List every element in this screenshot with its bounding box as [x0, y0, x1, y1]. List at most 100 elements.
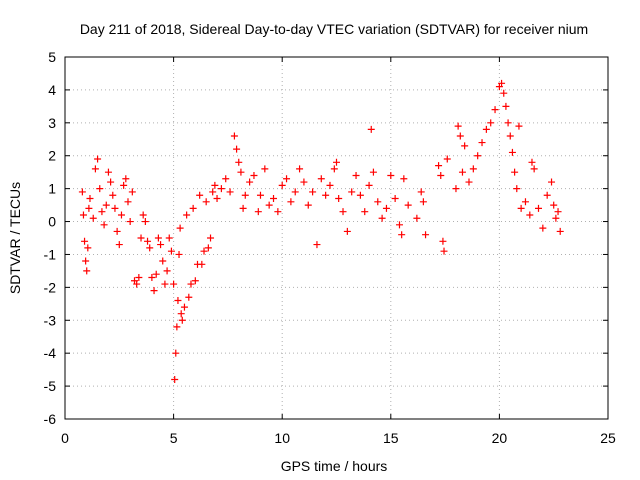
data-point — [96, 185, 104, 193]
y-tick-label: 1 — [48, 181, 56, 197]
data-point — [422, 231, 430, 239]
data-point — [235, 158, 243, 166]
y-tick-label: -3 — [44, 312, 57, 328]
data-point — [300, 178, 308, 186]
data-point — [511, 168, 519, 176]
data-point — [500, 89, 508, 97]
data-point — [187, 280, 195, 288]
data-point — [185, 293, 193, 301]
data-point — [391, 195, 399, 203]
data-point — [83, 267, 91, 275]
data-point — [91, 165, 99, 173]
data-point — [534, 204, 542, 212]
data-point — [198, 260, 206, 268]
data-point — [317, 175, 325, 183]
data-point — [102, 201, 110, 209]
data-point — [163, 267, 171, 275]
data-point — [78, 188, 86, 196]
x-tick-label: 20 — [492, 430, 508, 446]
data-point — [178, 316, 186, 324]
x-tick-label: 5 — [170, 430, 178, 446]
data-point — [458, 168, 466, 176]
data-point — [202, 198, 210, 206]
data-point — [157, 241, 165, 249]
data-point — [365, 181, 373, 189]
y-tick-label: -1 — [44, 246, 57, 262]
data-point — [222, 175, 230, 183]
data-point — [413, 214, 421, 222]
data-point — [274, 208, 282, 216]
data-point — [526, 211, 534, 219]
data-point — [382, 204, 390, 212]
data-point — [283, 175, 291, 183]
data-point — [435, 162, 443, 170]
data-point — [539, 224, 547, 232]
data-point — [491, 106, 499, 114]
data-point — [137, 234, 145, 242]
data-point — [167, 247, 175, 255]
data-point — [404, 201, 412, 209]
data-point — [85, 204, 93, 212]
y-ticks: -6 -5 -4 -3 -2 -1 0 1 2 3 4 5 — [44, 49, 608, 427]
data-point — [456, 132, 464, 140]
data-point — [343, 227, 351, 235]
data-point — [135, 273, 143, 281]
data-point — [82, 257, 90, 265]
data-point — [98, 208, 106, 216]
data-point — [270, 195, 278, 203]
data-point — [550, 201, 558, 209]
data-point — [304, 201, 312, 209]
data-point — [154, 234, 162, 242]
data-point — [200, 247, 208, 255]
data-point — [528, 158, 536, 166]
data-point — [361, 208, 369, 216]
y-tick-label: 0 — [48, 214, 56, 230]
data-point — [111, 204, 119, 212]
data-point — [144, 237, 152, 245]
data-point — [104, 168, 112, 176]
data-point — [261, 165, 269, 173]
data-point — [109, 191, 117, 199]
data-point — [230, 132, 238, 140]
data-point — [487, 119, 495, 127]
data-point — [152, 270, 160, 278]
data-point — [209, 188, 217, 196]
data-point — [213, 195, 221, 203]
data-point — [330, 165, 338, 173]
data-point — [81, 237, 89, 245]
data-point — [150, 287, 158, 295]
y-tick-label: -4 — [44, 345, 57, 361]
data-point — [313, 241, 321, 249]
data-point — [474, 152, 482, 160]
data-point — [183, 211, 191, 219]
data-point — [126, 218, 134, 226]
x-axis-label: GPS time / hours — [281, 458, 388, 474]
data-point — [100, 221, 108, 229]
data-point — [513, 185, 521, 193]
data-point — [443, 155, 451, 163]
data-point — [159, 257, 167, 265]
data-point — [517, 204, 525, 212]
data-point — [556, 227, 564, 235]
data-point — [508, 148, 516, 156]
data-point — [237, 168, 245, 176]
data-point — [217, 185, 225, 193]
x-tick-label: 0 — [61, 430, 69, 446]
data-point — [395, 221, 403, 229]
data-point — [440, 247, 448, 255]
data-point — [482, 125, 490, 133]
data-point — [161, 280, 169, 288]
data-point — [419, 198, 427, 206]
data-point — [278, 181, 286, 189]
data-point — [254, 208, 262, 216]
data-point — [196, 191, 204, 199]
data-point — [173, 323, 181, 331]
data-point — [498, 79, 506, 87]
data-point — [515, 122, 523, 130]
data-point — [124, 198, 132, 206]
data-point — [374, 198, 382, 206]
data-point — [189, 204, 197, 212]
data-point — [176, 224, 184, 232]
